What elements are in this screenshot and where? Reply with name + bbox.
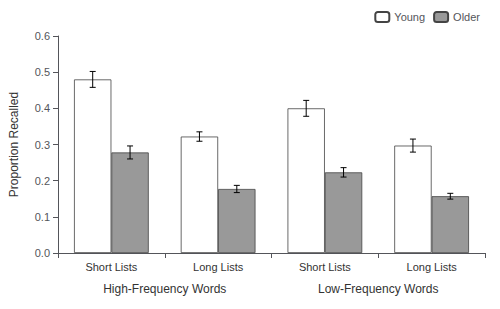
svg-text:0.5: 0.5 <box>35 66 50 78</box>
svg-text:Older: Older <box>453 11 480 23</box>
svg-text:Young: Young <box>394 11 425 23</box>
svg-text:Long Lists: Long Lists <box>193 261 244 273</box>
svg-text:0.4: 0.4 <box>35 102 50 114</box>
svg-text:0.0: 0.0 <box>35 247 50 259</box>
svg-text:High-Frequency Words: High-Frequency Words <box>103 282 226 296</box>
svg-text:0.3: 0.3 <box>35 139 50 151</box>
svg-text:Short Lists: Short Lists <box>85 261 137 273</box>
svg-text:Long Lists: Long Lists <box>407 261 458 273</box>
svg-text:Short Lists: Short Lists <box>299 261 351 273</box>
svg-text:0.6: 0.6 <box>35 30 50 42</box>
svg-text:0.2: 0.2 <box>35 175 50 187</box>
svg-text:0.1: 0.1 <box>35 211 50 223</box>
svg-text:Low-Frequency Words: Low-Frequency Words <box>318 282 439 296</box>
svg-text:Proportion Recalled: Proportion Recalled <box>7 92 21 197</box>
